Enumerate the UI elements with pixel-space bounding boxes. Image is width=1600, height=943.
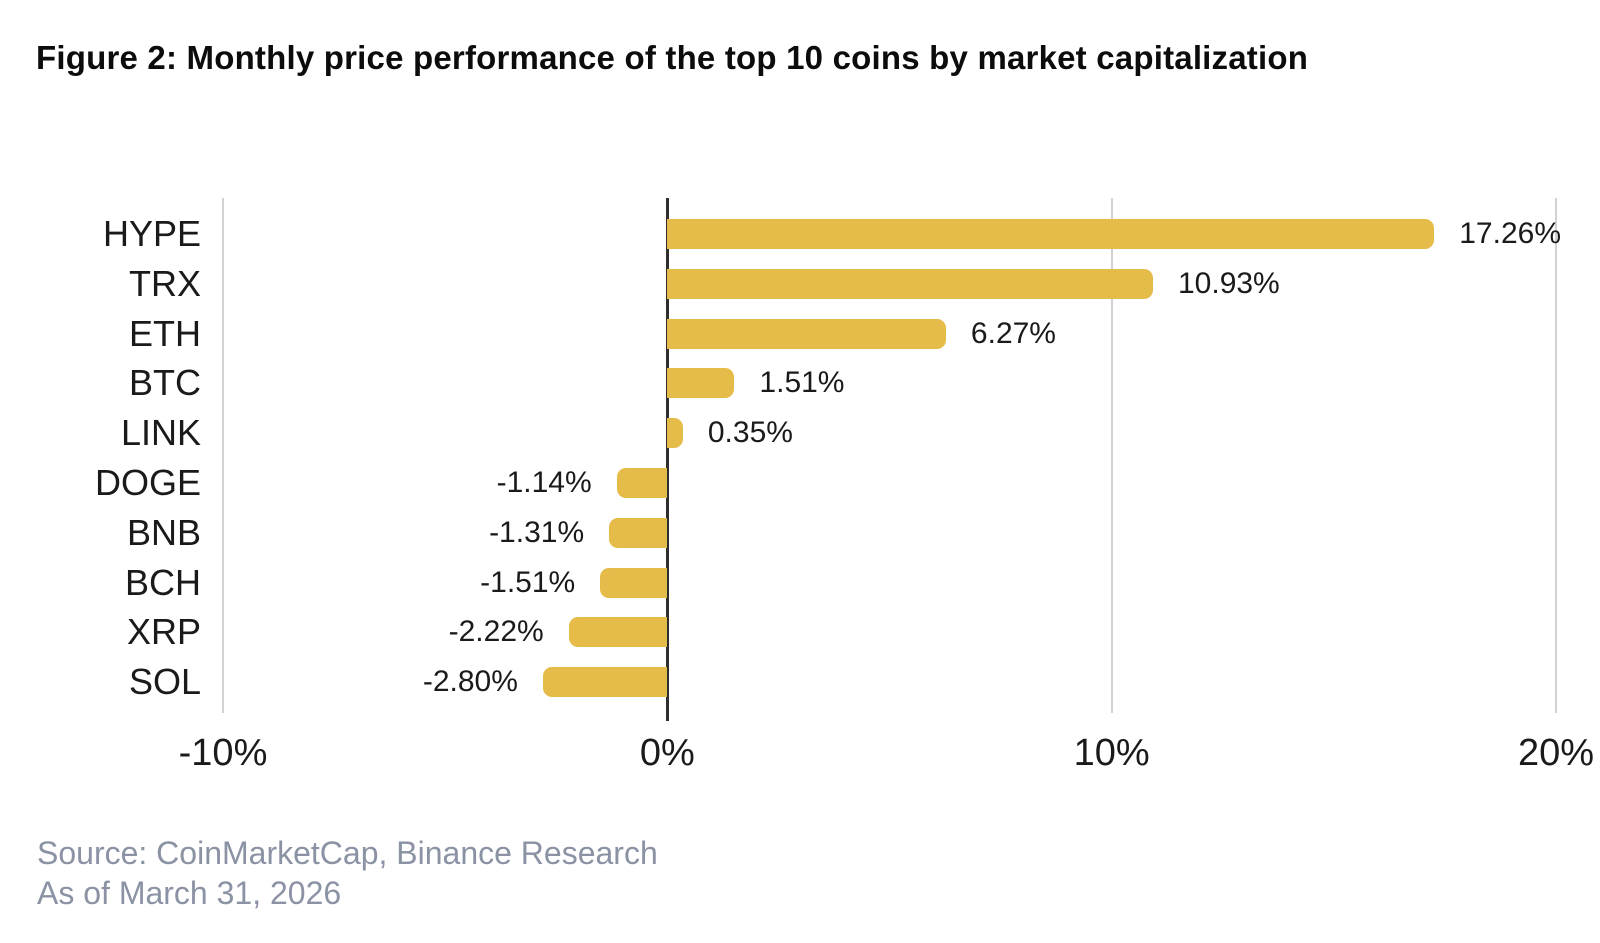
bar [667,418,683,449]
source-line: Source: CoinMarketCap, Binance Research [37,835,658,871]
value-label: 0.35% [707,416,793,450]
x-axis-tick-label: 0% [639,732,695,774]
bar [667,268,1153,299]
bar [542,667,668,698]
figure-title: Figure 2: Monthly price performance of t… [36,39,1309,76]
value-label: 1.51% [759,366,845,400]
gridline [1110,198,1113,713]
bar [568,617,668,648]
as-of-date: As of March 31, 2026 [37,875,342,911]
value-label: -1.14% [496,466,592,499]
bar [600,567,668,598]
bar [667,368,735,399]
coin-label: SOL [128,661,201,703]
value-label: 10.93% [1177,266,1280,300]
value-label: 6.27% [970,316,1056,350]
zero-axis-line [665,198,669,721]
coin-label: DOGE [94,462,201,503]
bar [667,318,946,349]
value-label: 17.26% [1459,217,1561,250]
coin-label: HYPE [102,213,201,254]
coin-label: BNB [126,511,201,553]
coin-label: BCH [124,561,201,603]
bar [616,468,668,498]
bar [667,219,1435,249]
coin-label: BTC [129,362,201,404]
x-axis-tick-label: 20% [1517,732,1595,774]
value-label: -1.31% [489,515,585,549]
coin-label: XRP [126,611,201,653]
x-axis-tick-label: 10% [1073,732,1150,774]
x-axis-tick-label: -10% [178,732,268,774]
value-label: -2.80% [422,665,518,699]
source-note: Source: CoinMarketCap, Binance Research … [37,833,658,913]
gridline [1555,198,1557,713]
coin-label: TRX [129,262,201,304]
value-label: -2.22% [448,615,544,649]
gridline [222,198,224,713]
bar [609,517,668,548]
coin-label: ETH [129,312,201,354]
value-label: -1.51% [480,565,576,599]
coin-label: LINK [120,412,201,454]
